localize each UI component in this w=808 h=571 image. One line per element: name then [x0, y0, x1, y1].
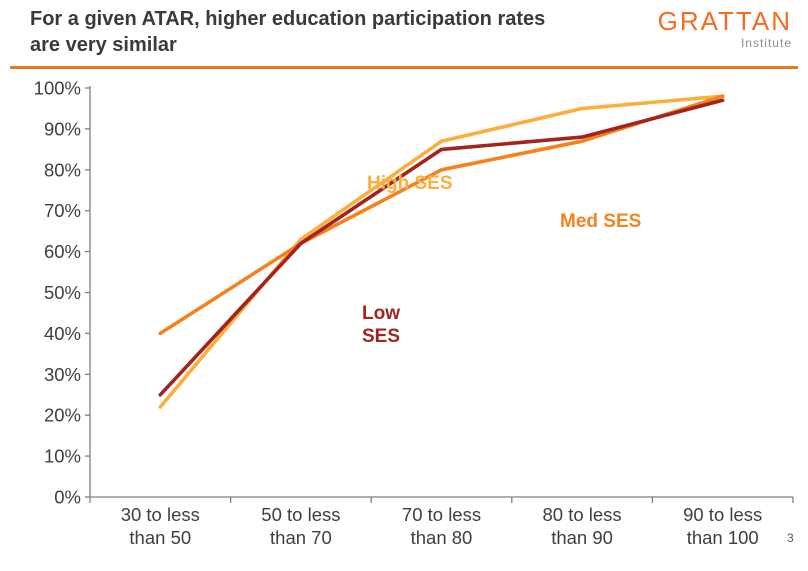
- y-tick-label: 20%: [44, 405, 81, 426]
- grattan-logo-wordmark: GRATTAN: [657, 6, 792, 36]
- title-line-2: are very similar: [30, 34, 177, 56]
- y-tick-label: 40%: [44, 323, 81, 344]
- x-category-label: 70 to less than 80: [402, 504, 481, 548]
- x-category-label: 50 to less than 70: [261, 504, 340, 548]
- series-label-med-ses: Med SES: [560, 211, 642, 232]
- x-category-label: 90 to less than 100: [683, 504, 762, 548]
- page-number: 3: [787, 531, 794, 545]
- chart-svg: 0% 10% 20% 30% 40% 50% 60% 70% 80% 90% 100% 30 to l…: [34, 78, 794, 548]
- x-category-label: 80 to less than 90: [543, 504, 622, 548]
- series-line-high-ses: [158, 94, 725, 409]
- series-line-low-ses: [158, 98, 725, 397]
- y-tick-label: 80%: [44, 159, 81, 180]
- y-tick-label: 100%: [34, 78, 81, 99]
- y-tick-label: 90%: [44, 118, 81, 139]
- y-tick-label: 10%: [44, 446, 81, 467]
- title-line-1: For a given ATAR, higher education parti…: [30, 8, 546, 30]
- y-tick-label: 30%: [44, 364, 81, 385]
- y-tick-label: 50%: [44, 282, 81, 303]
- series-label-high-ses: High SES: [367, 173, 453, 194]
- page-title: For a given ATAR, higher education parti…: [30, 6, 545, 58]
- x-category-label: 30 to less than 50: [121, 504, 200, 548]
- y-tick-label: 70%: [44, 200, 81, 221]
- header-divider: [10, 66, 798, 69]
- series-label-low-ses: Low SES: [362, 303, 401, 347]
- participation-chart: 0% 10% 20% 30% 40% 50% 60% 70% 80% 90% 100% 30 to l…: [0, 70, 808, 571]
- y-tick-label: 0%: [54, 487, 81, 508]
- grattan-logo: GRATTAN Institute: [657, 6, 792, 51]
- y-tick-label: 60%: [44, 241, 81, 262]
- grattan-logo-subtitle: Institute: [740, 36, 792, 50]
